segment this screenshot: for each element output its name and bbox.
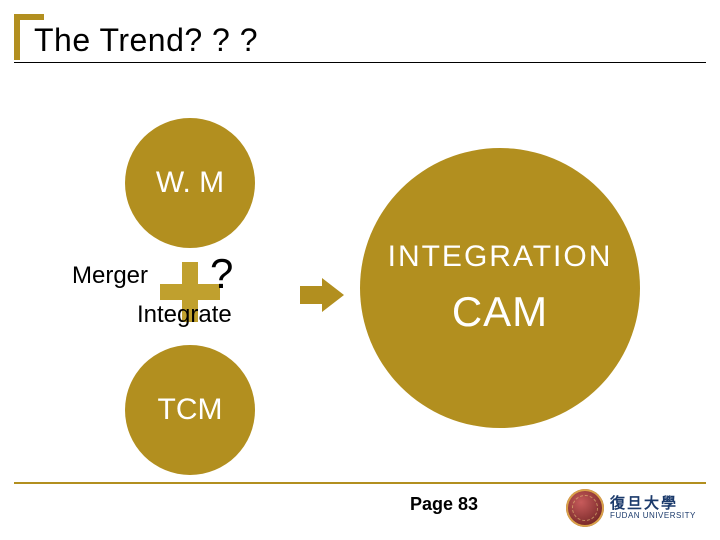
logo-en: FUDAN UNIVERSITY (610, 512, 696, 520)
logo-cn: 復旦大學 (610, 496, 696, 512)
slide-title: The Trend? ? ? (20, 22, 258, 59)
label-integrate: Integrate (137, 301, 232, 329)
title-bar: The Trend? ? ? (14, 14, 706, 63)
node-result-line2: CAM (452, 286, 548, 339)
node-wm-label: W. M (156, 166, 224, 200)
node-result: INTEGRATION CAM (360, 148, 640, 428)
arrow-icon (300, 278, 344, 312)
footer-rule (14, 482, 706, 484)
node-tcm-label: TCM (158, 393, 223, 427)
logo-seal-icon (566, 489, 604, 527)
label-question-mark: ? (210, 250, 233, 298)
page-number: Page 83 (410, 494, 478, 515)
title-row: The Trend? ? ? (14, 20, 706, 60)
node-wm: W. M (125, 118, 255, 248)
logo-text: 復旦大學 FUDAN UNIVERSITY (610, 496, 696, 520)
node-result-line1: INTEGRATION (388, 238, 613, 276)
title-underline (14, 62, 706, 63)
node-tcm: TCM (125, 345, 255, 475)
university-logo: 復旦大學 FUDAN UNIVERSITY (566, 486, 706, 530)
arrow-shape (300, 278, 344, 312)
label-merger: Merger (72, 262, 148, 290)
